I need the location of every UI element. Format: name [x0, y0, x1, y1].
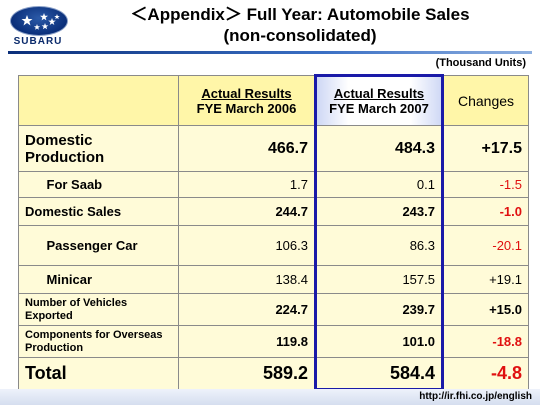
- cell-fy2007: 239.7: [314, 293, 444, 326]
- cell-change: +17.5: [442, 125, 529, 172]
- unit-note: (Thousand Units): [435, 57, 526, 69]
- cell-change: -1.0: [442, 197, 529, 226]
- cell-fy2006: 1.7: [178, 171, 316, 198]
- subaru-logo: SUBARU: [6, 4, 70, 50]
- page-title: ＜Appendix＞ Full Year: Automobile Sales (…: [80, 4, 520, 46]
- table-row: For Saab 1.7 0.1 -1.5: [18, 171, 529, 198]
- indent-cell: [18, 225, 41, 266]
- cell-fy2006: 119.8: [178, 325, 316, 358]
- cell-change: -20.1: [442, 225, 529, 266]
- cell-fy2006: 106.3: [178, 225, 316, 266]
- table-row: Components for Overseas Production 119.8…: [18, 325, 529, 358]
- cell-fy2006: 589.2: [178, 357, 316, 390]
- cell-change: -4.8: [442, 357, 529, 390]
- row-label: For Saab: [40, 171, 179, 198]
- cell-fy2006: 244.7: [178, 197, 316, 226]
- header-fy2007: Actual Results FYE March 2007: [314, 74, 444, 126]
- sales-table: Actual Results FYE March 2006 Actual Res…: [18, 74, 529, 391]
- row-label: Domestic Sales: [18, 197, 179, 226]
- cell-fy2006: 138.4: [178, 265, 316, 294]
- title-line-1: ＜Appendix＞ Full Year: Automobile Sales: [130, 5, 470, 24]
- cell-change: +15.0: [442, 293, 529, 326]
- row-label: Passenger Car: [40, 225, 179, 266]
- row-label: Domestic Production: [18, 125, 179, 172]
- row-label: Components for Overseas Production: [18, 325, 179, 358]
- ir-website-link[interactable]: http://ir.fhi.co.jp/english: [419, 391, 532, 402]
- cell-fy2006: 466.7: [178, 125, 316, 172]
- cell-fy2007: 584.4: [314, 357, 444, 391]
- pleiades-star-icon: [10, 6, 68, 36]
- header-changes: Changes: [442, 75, 529, 126]
- table-row: Passenger Car 106.3 86.3 -20.1: [18, 225, 529, 266]
- table-row: Domestic Sales 244.7 243.7 -1.0: [18, 197, 529, 226]
- indent-cell: [18, 171, 41, 198]
- header: SUBARU ＜Appendix＞ Full Year: Automobile …: [0, 0, 540, 58]
- row-label: Number of Vehicles Exported: [18, 293, 179, 326]
- table-row: Number of Vehicles Exported 224.7 239.7 …: [18, 293, 529, 326]
- footer-bar: http://ir.fhi.co.jp/english: [0, 389, 540, 405]
- table-row: Domestic Production 466.7 484.3 +17.5: [18, 125, 529, 172]
- row-label: Total: [18, 357, 179, 390]
- cell-fy2007: 157.5: [314, 265, 444, 294]
- cell-fy2006: 224.7: [178, 293, 316, 326]
- row-label: Minicar: [40, 265, 179, 294]
- cell-fy2007: 86.3: [314, 225, 444, 266]
- cell-change: -18.8: [442, 325, 529, 358]
- cell-change: -1.5: [442, 171, 529, 198]
- cell-fy2007: 101.0: [314, 325, 444, 358]
- title-line-2: (non-consolidated): [223, 26, 377, 45]
- header-fy2006: Actual Results FYE March 2006: [178, 75, 316, 126]
- table-header-row: Actual Results FYE March 2006 Actual Res…: [18, 74, 529, 126]
- table-row: Minicar 138.4 157.5 +19.1: [18, 265, 529, 294]
- indent-cell: [18, 265, 41, 294]
- table-row-total: Total 589.2 584.4 -4.8: [18, 357, 529, 391]
- cell-change: +19.1: [442, 265, 529, 294]
- brand-name: SUBARU: [13, 36, 63, 47]
- header-blank-cell: [18, 75, 179, 126]
- cell-fy2007: 0.1: [314, 171, 444, 198]
- cell-fy2007: 484.3: [314, 125, 444, 172]
- cell-fy2007: 243.7: [314, 197, 444, 226]
- title-divider: [8, 51, 532, 54]
